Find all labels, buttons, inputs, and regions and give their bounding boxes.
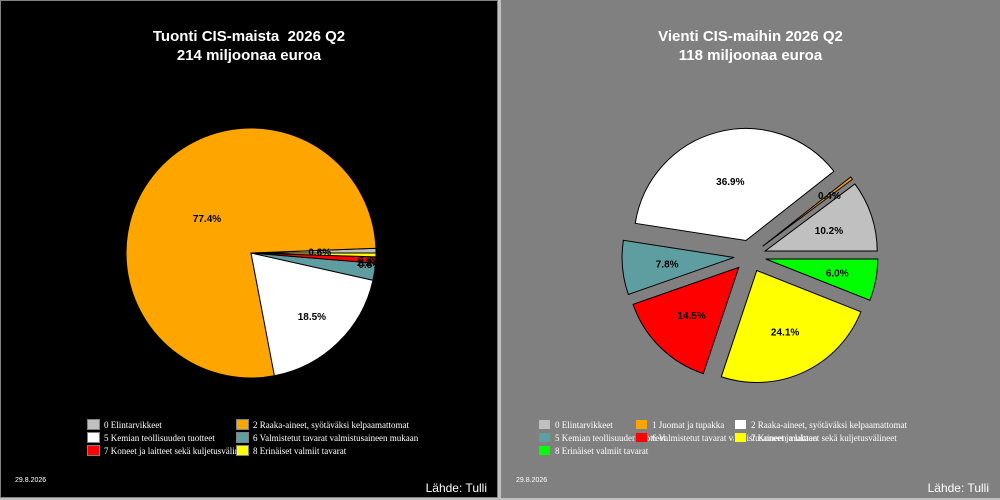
legend-label: 5 Kemian teollisuuden tuotteet	[104, 432, 215, 443]
export-title-line: Vienti CIS-maihin 2026 Q2	[658, 28, 843, 45]
legend-item: 5 Kemian teollisuuden tuotteet	[538, 432, 666, 443]
export-chart-panel: Vienti CIS-maihin 2026 Q2 118 miljoonaa …	[501, 0, 1000, 498]
legend-swatch	[538, 445, 551, 456]
pie-slice	[763, 183, 878, 252]
legend-swatch	[236, 445, 249, 456]
pie-slice	[621, 239, 735, 296]
slice-data-label: 2.2%	[357, 258, 380, 269]
slice-data-label: 0.5%	[358, 260, 381, 271]
legend-swatch	[734, 419, 747, 430]
slice-data-label: 0.4%	[818, 191, 841, 202]
legend-item: 6 Valmistetut tavarat valmistusaineen mu…	[236, 432, 418, 443]
slice-data-label: 77.4%	[193, 214, 221, 225]
legend-item: 5 Kemian teollisuuden tuotteet	[87, 432, 215, 443]
legend-item: 0 Elintarvikkeet	[538, 419, 613, 430]
legend-item: 2 Raaka-aineet, syötäväksi kelpaamattoma…	[236, 419, 409, 430]
legend-item: 7 Koneet ja laitteet sekä kuljetusväline…	[87, 445, 250, 456]
export-subtitle-line: 118 miljoonaa euroa	[678, 47, 823, 64]
legend-swatch	[538, 419, 551, 430]
legend-item: 8 Erinäiset valmiit tavarat	[236, 445, 346, 456]
slice-data-label: 10.2%	[815, 226, 843, 237]
slice-data-label: 24.1%	[771, 327, 799, 338]
legend-label: 0 Elintarvikkeet	[555, 419, 613, 430]
legend-swatch	[236, 419, 249, 430]
import-chart-title: Tuonti CIS-maista 2026 Q2 214 miljoonaa …	[1, 27, 497, 65]
slice-data-label: 18.5%	[298, 312, 326, 323]
slice-data-label: 36.9%	[716, 177, 744, 188]
pie-slice	[632, 266, 740, 375]
legend-label: 7 Koneet ja laitteet sekä kuljetusväline…	[104, 445, 250, 456]
legend-label: 0 Elintarvikkeet	[104, 419, 162, 430]
pie-slice	[634, 128, 835, 242]
import-subtitle-line: 214 miljoonaa euroa	[176, 47, 322, 64]
import-pie-chart: 0.6% 77.4% 18.5% 2.2%0.8%0.5%	[125, 127, 381, 379]
legend-swatch	[635, 419, 648, 430]
source-label: Lähde: Tulli	[425, 481, 487, 495]
legend-label: 8 Erinäiset valmiit tavarat	[555, 445, 649, 456]
slice-data-label: 0.8%	[358, 256, 381, 267]
legend-item: 8 Erinäiset valmiit tavarat	[538, 445, 648, 456]
legend-item: 0 Elintarvikkeet	[87, 419, 162, 430]
legend-label: 2 Raaka-aineet, syötäväksi kelpaamattoma…	[253, 419, 409, 430]
import-title-line: Tuonti CIS-maista 2026 Q2	[152, 28, 346, 45]
slice-data-label: 6.0%	[826, 269, 849, 280]
legend-label: 8 Erinäiset valmiit tavarat	[253, 445, 347, 456]
legend-label: 6 Valmistetut tavarat valmistusaineen mu…	[253, 432, 419, 443]
legend-swatch	[87, 445, 100, 456]
import-chart-panel: Tuonti CIS-maista 2026 Q2 214 miljoonaa …	[0, 0, 498, 498]
pie-slice	[720, 269, 862, 383]
source-label: Lähde: Tulli	[927, 481, 989, 495]
date-stamp: 29.8.2026	[516, 477, 548, 484]
pie-slice	[250, 252, 374, 377]
legend-swatch	[734, 432, 747, 443]
legend-swatch	[87, 432, 100, 443]
legend-swatch	[87, 419, 100, 430]
slice-data-label: 7.8%	[656, 260, 679, 271]
legend-label: 1 Juomat ja tupakka	[652, 419, 725, 430]
legend-label: 5 Kemian teollisuuden tuotteet	[555, 432, 666, 443]
legend-item: 7 Koneet ja laitteet sekä kuljetusväline…	[734, 432, 897, 443]
legend-swatch	[236, 432, 249, 443]
slice-data-label: 14.5%	[677, 311, 705, 322]
pie-slice	[250, 252, 377, 258]
pie-slice	[762, 176, 854, 247]
legend-label: 2 Raaka-aineet, syötäväksi kelpaamattoma…	[751, 419, 907, 430]
export-chart-title: Vienti CIS-maihin 2026 Q2 118 miljoonaa …	[502, 27, 999, 65]
legend-item: 1 Juomat ja tupakka	[635, 419, 724, 430]
slice-data-label: 0.6%	[308, 248, 331, 259]
date-stamp: 29.8.2026	[15, 477, 47, 484]
legend-label: 7 Koneet ja laitteet sekä kuljetusväline…	[751, 432, 897, 443]
legend-swatch	[538, 432, 551, 443]
legend-swatch	[635, 432, 648, 443]
legend-item: 2 Raaka-aineet, syötäväksi kelpaamattoma…	[734, 419, 907, 430]
export-pie-chart: 10.2% 0.4% 36.9% 7.8% 14.5% 24.1% 6.0%	[621, 128, 879, 383]
pie-slice	[765, 258, 879, 301]
